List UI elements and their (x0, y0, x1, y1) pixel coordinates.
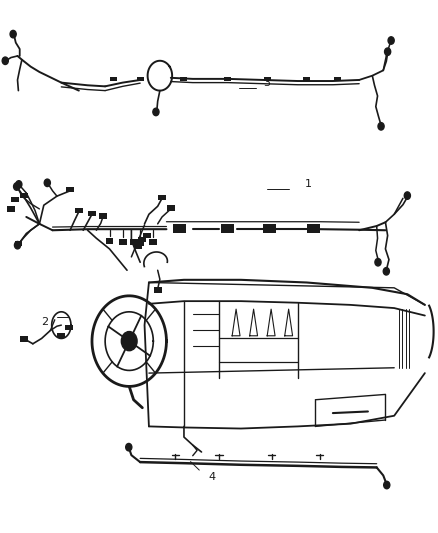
Bar (137, 77, 144, 81)
Text: 3: 3 (263, 78, 270, 87)
Circle shape (16, 181, 22, 188)
Bar (66, 187, 74, 192)
Circle shape (14, 241, 21, 249)
Bar (307, 224, 320, 232)
Bar (138, 237, 146, 243)
Bar (263, 224, 276, 232)
Circle shape (153, 108, 159, 116)
Bar (334, 77, 341, 81)
Circle shape (378, 123, 384, 130)
Circle shape (383, 268, 389, 275)
Bar (303, 77, 310, 81)
Bar (167, 205, 175, 211)
Bar (99, 213, 107, 219)
Circle shape (384, 481, 390, 489)
Bar (264, 77, 271, 81)
Circle shape (375, 259, 381, 266)
Bar (15, 241, 22, 246)
Circle shape (14, 183, 20, 190)
Circle shape (385, 48, 391, 55)
Circle shape (2, 57, 8, 64)
Bar (136, 241, 144, 246)
Bar (88, 211, 96, 216)
Bar (149, 239, 157, 245)
Bar (20, 336, 28, 342)
Bar (75, 208, 83, 213)
Circle shape (10, 30, 16, 38)
Bar (154, 287, 162, 293)
Circle shape (388, 37, 394, 44)
Bar (57, 333, 65, 338)
Bar (11, 197, 19, 202)
Text: 2: 2 (42, 318, 49, 327)
Bar (65, 325, 73, 330)
Bar (130, 239, 138, 245)
Circle shape (404, 192, 410, 199)
Bar (110, 77, 117, 81)
Circle shape (126, 443, 132, 451)
Circle shape (44, 179, 50, 187)
Text: 4: 4 (208, 472, 215, 482)
Bar (134, 244, 142, 249)
Bar (106, 238, 113, 244)
Bar (158, 195, 166, 200)
Bar (119, 239, 127, 245)
Text: 1: 1 (304, 179, 311, 189)
Bar (221, 224, 234, 232)
Bar (224, 77, 231, 81)
Bar (7, 206, 15, 212)
Bar (180, 77, 187, 81)
Bar (173, 224, 186, 232)
Circle shape (121, 332, 137, 351)
Bar (20, 193, 28, 198)
Bar (143, 233, 151, 238)
